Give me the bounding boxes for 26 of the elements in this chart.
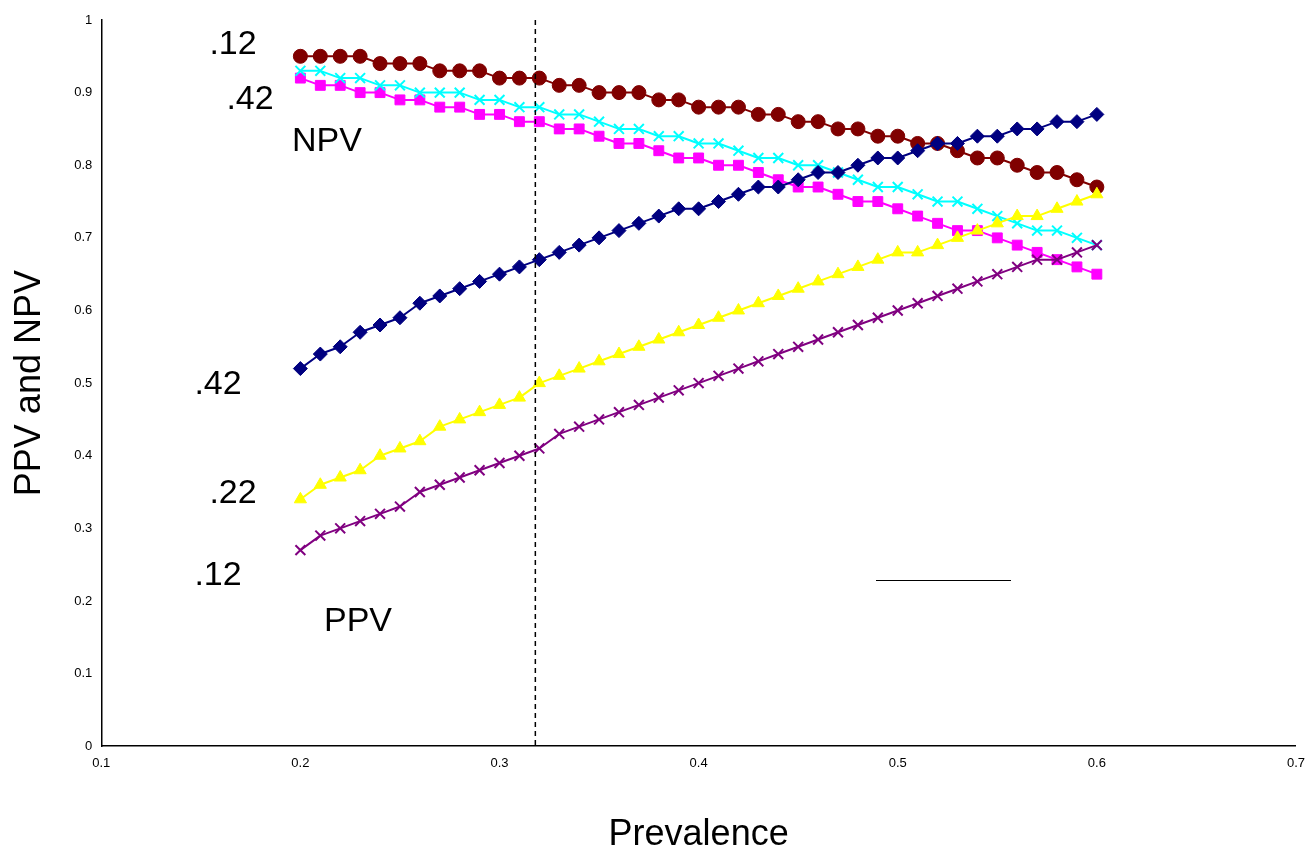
y-tick-label: 0.2 <box>74 592 93 608</box>
annotation: .22 <box>209 472 257 511</box>
annotation: .12 <box>209 23 257 62</box>
x-tick-label: 0.4 <box>689 754 708 770</box>
y-tick-label: 0.5 <box>74 374 93 390</box>
x-axis-title: Prevalence <box>608 812 789 854</box>
y-tick-label: 0.7 <box>74 229 93 245</box>
annotation: .42 <box>194 363 242 402</box>
y-tick-label: 0 <box>85 737 93 753</box>
y-tick-label: 0.6 <box>74 302 93 318</box>
y-tick-label: 0.9 <box>74 84 93 100</box>
annotation: .42 <box>226 78 274 117</box>
annotation: .12 <box>194 554 242 593</box>
y-axis-title: PPV and NPV <box>6 270 48 497</box>
y-tick-label: 0.4 <box>74 447 93 463</box>
y-tick-label: 0.8 <box>74 156 93 172</box>
x-tick-label: 0.2 <box>291 754 310 770</box>
x-tick-label: 0.3 <box>490 754 509 770</box>
y-tick-label: 0.3 <box>74 519 93 535</box>
x-tick-label: 0.7 <box>1286 754 1305 770</box>
x-tick-label: 0.6 <box>1087 754 1106 770</box>
annotation: PPV <box>323 600 393 639</box>
x-tick-label: 0.5 <box>888 754 907 770</box>
annotation: NPV <box>292 120 363 159</box>
y-tick-label: 1 <box>85 11 93 27</box>
y-tick-label: 0.1 <box>74 665 93 681</box>
